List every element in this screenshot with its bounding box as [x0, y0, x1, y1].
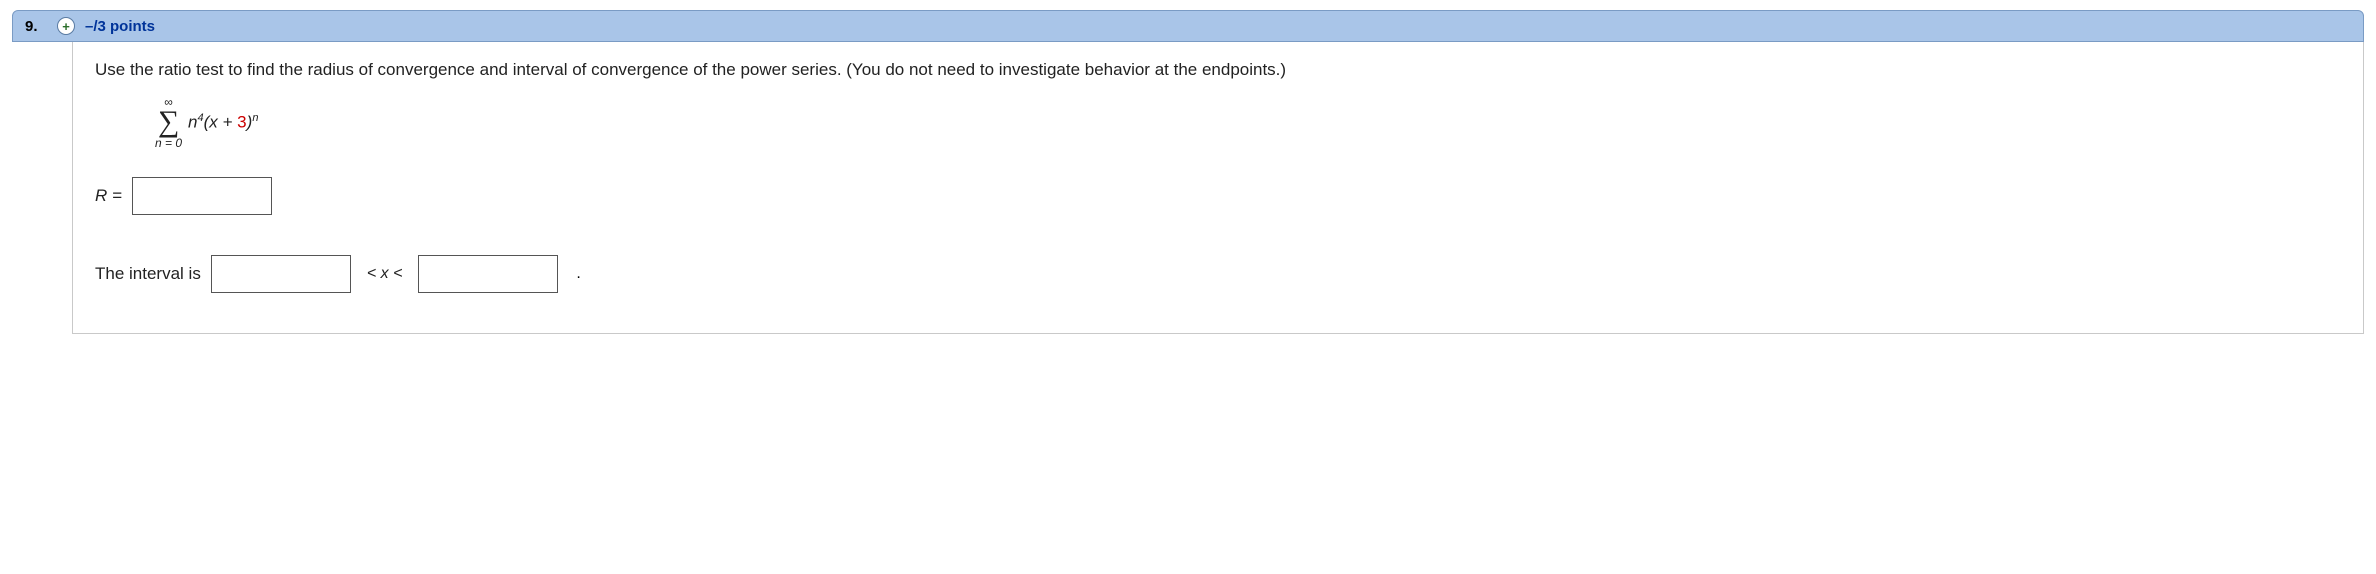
term-n: n: [188, 113, 197, 132]
formula: ∞ ∑ n = 0 n4(x + 3)n: [155, 96, 2341, 149]
term-constant: 3: [237, 113, 246, 132]
question-number: 9.: [25, 18, 47, 35]
interval-row: The interval is < x < .: [95, 255, 2341, 293]
summation-symbol: ∞ ∑ n = 0: [155, 96, 182, 149]
radius-label: R =: [95, 186, 122, 206]
term-open: (x +: [204, 113, 238, 132]
points-text: –/3 points: [85, 18, 155, 35]
sum-lower-limit: n = 0: [155, 137, 182, 149]
expand-icon[interactable]: +: [57, 17, 75, 35]
interval-label: The interval is: [95, 264, 201, 284]
period: .: [568, 265, 580, 283]
radius-input[interactable]: [132, 177, 272, 215]
question-header: 9. + –/3 points: [12, 10, 2364, 42]
relation-text: < x <: [361, 265, 409, 283]
series-term: n4(x + 3)n: [188, 112, 258, 133]
question-container: 9. + –/3 points Use the ratio test to fi…: [0, 0, 2376, 344]
radius-row: R =: [95, 177, 2341, 215]
upper-bound-input[interactable]: [418, 255, 558, 293]
term-exponent-2: n: [252, 112, 258, 124]
question-body: Use the ratio test to find the radius of…: [72, 42, 2364, 334]
lower-bound-input[interactable]: [211, 255, 351, 293]
question-prompt: Use the ratio test to find the radius of…: [95, 60, 2341, 80]
sigma-icon: ∑: [158, 108, 179, 135]
